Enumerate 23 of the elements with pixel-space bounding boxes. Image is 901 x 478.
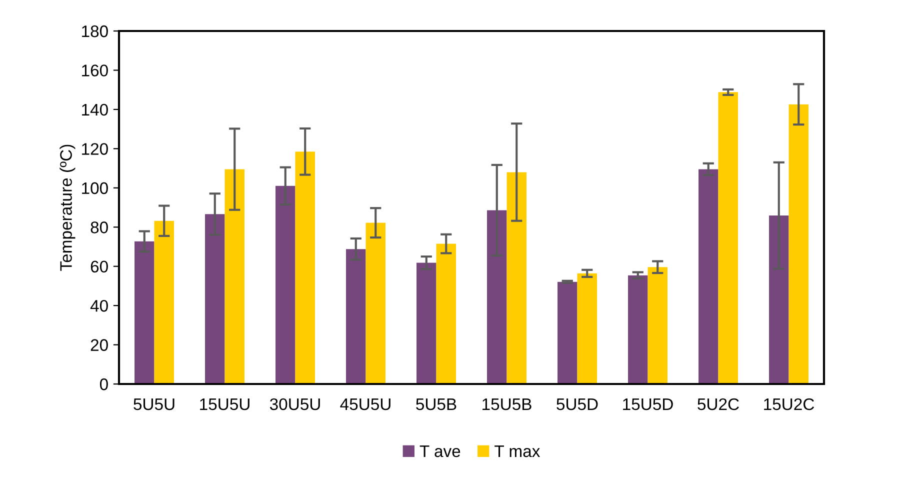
y-tick-label: 20 [90,339,108,351]
x-tick-label: 15U2C [764,398,814,410]
x-tick-label: 15U5D [623,398,673,410]
y-tick-label: 140 [82,104,108,116]
y-tick-label: 100 [82,182,108,194]
legend-label: T ave [420,446,460,458]
x-tick-label: 15U5B [482,398,532,410]
x-tick-label: 30U5U [270,398,320,410]
y-axis-title: Temperature (ºC) [60,144,76,271]
y-tick-label: 180 [82,25,108,38]
x-tick-label: 45U5U [340,398,390,410]
y-tick-label: 60 [90,260,108,273]
x-tick-label: 5U5B [416,398,456,410]
y-tick-label: 120 [82,143,108,155]
x-tick-label: 15U5U [200,398,250,410]
x-tick-label: 5U5D [556,398,598,410]
y-tick-label: 40 [90,300,108,312]
x-tick-label: 5U2C [698,398,739,410]
y-tick-label: 80 [90,222,108,234]
legend-label: T max [494,446,540,458]
y-tick-label: 160 [82,64,108,76]
x-tick-label: 5U5U [134,398,174,410]
y-tick-label: 0 [100,378,108,390]
